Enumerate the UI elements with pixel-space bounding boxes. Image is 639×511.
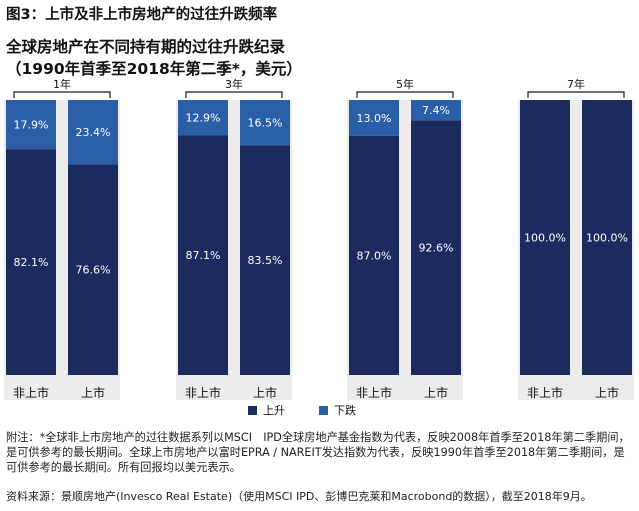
- legend-item-up: 上升: [248, 402, 285, 418]
- bar-segment-up: [520, 100, 570, 375]
- category-label: 上市: [424, 385, 448, 400]
- chart-legend: 上升 下跌: [248, 402, 356, 418]
- legend-item-down: 下跌: [319, 402, 356, 418]
- data-label-up: 76.6%: [76, 264, 111, 277]
- period-bracket: [356, 91, 454, 98]
- category-label: 上市: [595, 385, 619, 400]
- legend-label-down: 下跌: [334, 404, 356, 417]
- category-label: 非上市: [356, 385, 392, 400]
- period-label: 7年: [567, 77, 585, 91]
- period-label: 3年: [225, 77, 243, 91]
- data-label-up: 82.1%: [14, 256, 49, 269]
- bar-segment-down: [6, 100, 56, 150]
- data-label-down: 7.4%: [422, 104, 450, 117]
- data-label-down: 16.5%: [248, 117, 283, 130]
- bar-segment-down: [68, 100, 118, 165]
- bar-segment-up: [178, 135, 228, 375]
- data-label-up: 87.0%: [357, 249, 392, 262]
- bar-segment-up: [68, 164, 118, 375]
- footnote: 附注：*全球非上市房地产的过往数据系列以MSCI IPD全球房地产基金指数为代表…: [6, 431, 630, 474]
- category-label: 非上市: [185, 385, 221, 400]
- data-label-up: 92.6%: [419, 242, 454, 255]
- data-label-up: 100.0%: [524, 232, 566, 245]
- category-label: 非上市: [527, 385, 563, 400]
- source-note: 资料来源：景顺房地产(Invesco Real Estate)（使用MSCI I…: [6, 490, 592, 503]
- bar-segment-up: [6, 149, 56, 375]
- bar-segment-up: [411, 120, 461, 375]
- bar-segment-down: [240, 100, 290, 146]
- bar-segment-up: [240, 145, 290, 375]
- legend-swatch-up: [248, 405, 257, 415]
- bar-segment-up: [582, 100, 632, 375]
- category-label: 上市: [81, 385, 105, 400]
- period-bracket: [185, 91, 283, 98]
- bar-segment-down: [349, 100, 399, 136]
- period-bracket: [527, 91, 625, 98]
- bar-segment-down: [411, 100, 461, 121]
- stacked-bar-chart: 1年 17.9% 82.1% 非上市 23.4% 76.6% 上市 3年 12.9% 87.1% 非…: [4, 77, 634, 400]
- data-label-down: 12.9%: [186, 112, 221, 125]
- bar-segment-up: [349, 135, 399, 375]
- period-bracket: [13, 91, 111, 98]
- data-label-up: 87.1%: [186, 249, 221, 262]
- data-label-down: 13.0%: [357, 112, 392, 125]
- data-label-down: 23.4%: [76, 126, 111, 139]
- period-label: 5年: [396, 77, 414, 91]
- chart-subtitle-period: （1990年首季至2018年第二季*，美元）: [6, 60, 302, 78]
- category-label: 上市: [253, 385, 277, 400]
- data-label-up: 83.5%: [248, 254, 283, 267]
- figure-title: 图3：上市及非上市房地产的过往升跌频率: [6, 7, 278, 23]
- legend-swatch-down: [319, 405, 328, 415]
- data-label-down: 17.9%: [14, 119, 49, 132]
- data-label-up: 100.0%: [586, 232, 628, 245]
- period-label: 1年: [53, 77, 71, 91]
- legend-label-up: 上升: [263, 404, 285, 417]
- bar-segment-down: [178, 100, 228, 136]
- chart-subtitle: 全球房地产在不同持有期的过往升跌纪录: [6, 38, 286, 56]
- category-label: 非上市: [13, 385, 49, 400]
